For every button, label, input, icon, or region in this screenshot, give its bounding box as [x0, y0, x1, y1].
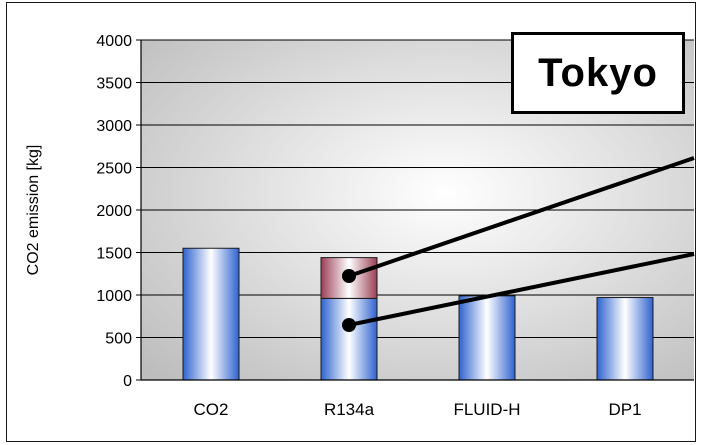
bar-dp1-series-0	[596, 297, 654, 381]
y-tick-label: 3500	[96, 76, 132, 93]
annotation-line-lower	[348, 252, 695, 327]
annotation-dot-upper	[342, 269, 356, 283]
y-tick-label: 3000	[96, 118, 132, 135]
y-tick-label: 500	[105, 331, 132, 348]
bar-co2-series-0	[182, 247, 240, 381]
bar-r134a-series-0	[320, 297, 378, 381]
y-tick-label: 4000	[96, 33, 132, 50]
y-tick-label: 1500	[96, 246, 132, 263]
y-tick-label: 0	[123, 373, 132, 390]
y-axis-label: CO2 emission [kg]	[25, 145, 42, 276]
annotation-dot-lower	[342, 318, 356, 332]
x-tick-label: CO2	[194, 400, 229, 419]
annotation-lines	[342, 156, 695, 332]
x-tick-label: R134a	[324, 400, 375, 419]
x-tick-label: FLUID-H	[453, 400, 520, 419]
chart-title: Tokyo	[511, 32, 685, 114]
annotation-line-upper	[348, 156, 695, 278]
y-tick-label: 2000	[96, 203, 132, 220]
y-tick-label: 2500	[96, 161, 132, 178]
bar-fluid-h-series-0	[458, 295, 516, 381]
y-tick-label: 1000	[96, 288, 132, 305]
x-tick-label: DP1	[608, 400, 641, 419]
